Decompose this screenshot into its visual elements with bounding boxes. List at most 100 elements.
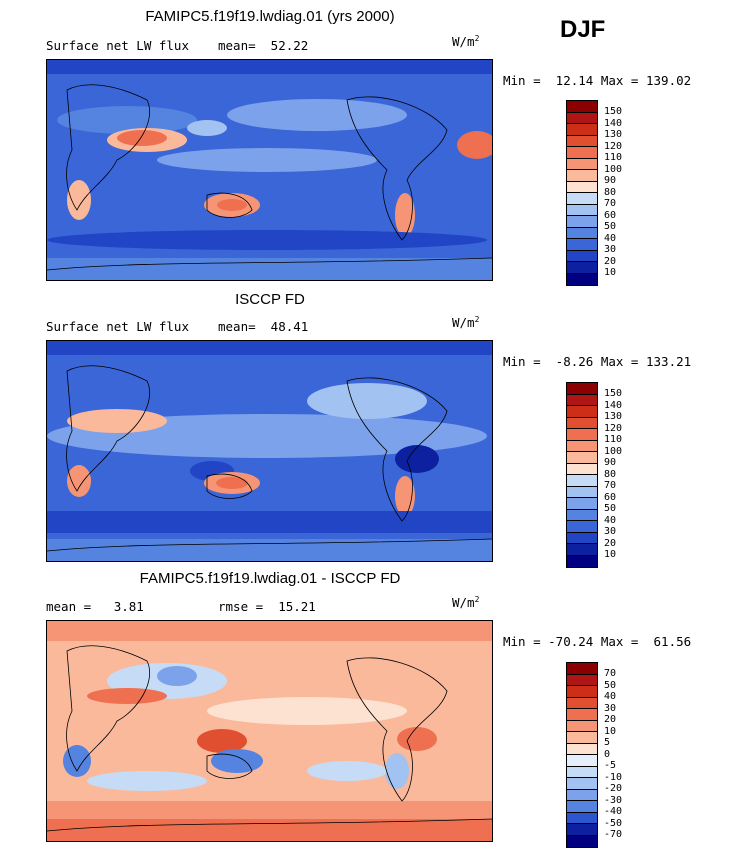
colorbar-swatch [567,250,597,262]
colorbar-swatch [567,273,597,285]
colorbar-tick-label: 0 [604,748,611,760]
colorbar-tick-label: 70 [604,480,617,491]
colorbar-tick-label: 40 [604,691,617,702]
colorbar-tick-label: 30 [604,244,617,255]
colorbar-swatch [567,743,597,755]
colorbar [566,100,598,286]
units-label: W/m2 [452,315,480,331]
colorbar-swatch [567,709,597,721]
colorbar-swatch [567,417,597,429]
panel-title: FAMIPC5.f19f19.lwdiag.01 (yrs 2000) [145,8,395,25]
colorbar-tick-label: 50 [604,221,617,232]
colorbar-swatch [567,801,597,813]
colorbar-swatch [567,383,597,395]
colorbar-swatch [567,509,597,521]
colorbar-swatch [567,124,597,136]
colorbar-swatch [567,824,597,836]
map-observation [46,340,493,562]
colorbar-tick-label: 40 [604,232,617,244]
colorbar-swatch [567,663,597,675]
variable-label: Surface net LW flux [46,319,189,334]
colorbar-tick-label: 60 [604,209,617,221]
colorbar-swatch [567,262,597,274]
colorbar-swatch [567,406,597,418]
variable-label: Surface net LW flux [46,38,189,53]
min-max-label: Min = 12.14 Max = 139.02 [503,73,692,88]
colorbar-tick-label: 140 [604,117,623,129]
colorbar-tick-label: 5 [604,737,611,748]
colorbar-tick-label: 20 [604,537,617,549]
colorbar-tick-label: 150 [604,388,623,399]
colorbar-swatch [567,147,597,159]
colorbar-swatch [567,440,597,452]
mean-label: mean= 52.22 [218,38,309,53]
colorbar-swatch [567,766,597,778]
colorbar-swatch [567,216,597,228]
colorbar-swatch [567,227,597,239]
colorbar-tick-label: 120 [604,422,623,434]
colorbar-tick-label: 20 [604,714,617,725]
colorbar-tick-label: 100 [604,445,623,457]
colorbar-tick-label: 50 [604,503,617,514]
colorbar-tick-label: 90 [604,457,617,468]
colorbar-labels: 150 140 130 120 110 100 90 80 70 60 50 40 30 20 10 [604,106,622,279]
colorbar-swatch [567,475,597,487]
colorbar-swatch [567,101,597,113]
colorbar-tick-label: 140 [604,399,623,411]
units-label: W/m2 [452,595,480,611]
colorbar-tick-label: 10 [604,267,617,278]
colorbar-tick-label: 120 [604,140,623,152]
colorbar-tick-label: -70 [604,829,623,840]
colorbar-swatch [567,789,597,801]
colorbar-swatch [567,812,597,824]
colorbar-tick-label: -20 [604,783,623,794]
mean-label: mean= 48.41 [218,319,309,334]
colorbar-swatch [567,732,597,744]
colorbar-tick-label: 110 [604,152,623,163]
colorbar-swatch [567,544,597,556]
colorbar-swatch [567,239,597,251]
colorbar-tick-label: 130 [604,129,623,140]
colorbar-swatch [567,835,597,847]
colorbar-swatch [567,486,597,498]
colorbar-swatch [567,193,597,205]
map-difference [46,620,493,842]
colorbar-tick-label: 30 [604,702,617,714]
colorbar-swatch [567,755,597,767]
colorbar-swatch [567,686,597,698]
colorbar-swatch [567,394,597,406]
colorbar-swatch [567,521,597,533]
colorbar-tick-label: 10 [604,549,617,560]
colorbar-swatch [567,429,597,441]
colorbar-labels: 70 50 40 30 20 10 5 0 -5 -10 -20 -30 -40 -50 -70 [604,668,622,841]
colorbar-swatch [567,555,597,567]
colorbar-tick-label: 40 [604,514,617,526]
colorbar-swatch [567,532,597,544]
units-label: W/m2 [452,34,480,50]
colorbar-labels: 150 140 130 120 110 100 90 80 70 60 50 40 30 20 10 [604,388,622,561]
rmse-label: rmse = 15.21 [218,599,316,614]
colorbar-tick-label: -40 [604,806,623,817]
colorbar-tick-label: 80 [604,468,617,480]
colorbar-swatch [567,463,597,475]
colorbar-swatch [567,135,597,147]
min-max-label: Min = -70.24 Max = 61.56 [503,634,692,649]
colorbar-swatch [567,452,597,464]
colorbar-tick-label: 110 [604,434,623,445]
colorbar-swatch [567,204,597,216]
map-model [46,59,493,281]
mean-label: mean = 3.81 [46,599,144,614]
colorbar-swatch [567,674,597,686]
colorbar-tick-label: 130 [604,411,623,422]
colorbar-swatch [567,498,597,510]
colorbar-tick-label: -50 [604,817,623,829]
colorbar-tick-label: 30 [604,526,617,537]
colorbar-tick-label: 70 [604,668,617,679]
colorbar-tick-label: -30 [604,794,623,806]
colorbar [566,662,598,848]
min-max-label: Min = -8.26 Max = 133.21 [503,354,692,369]
colorbar-tick-label: 150 [604,106,623,117]
colorbar-tick-label: 70 [604,198,617,209]
colorbar-swatch [567,778,597,790]
colorbar-swatch [567,170,597,182]
